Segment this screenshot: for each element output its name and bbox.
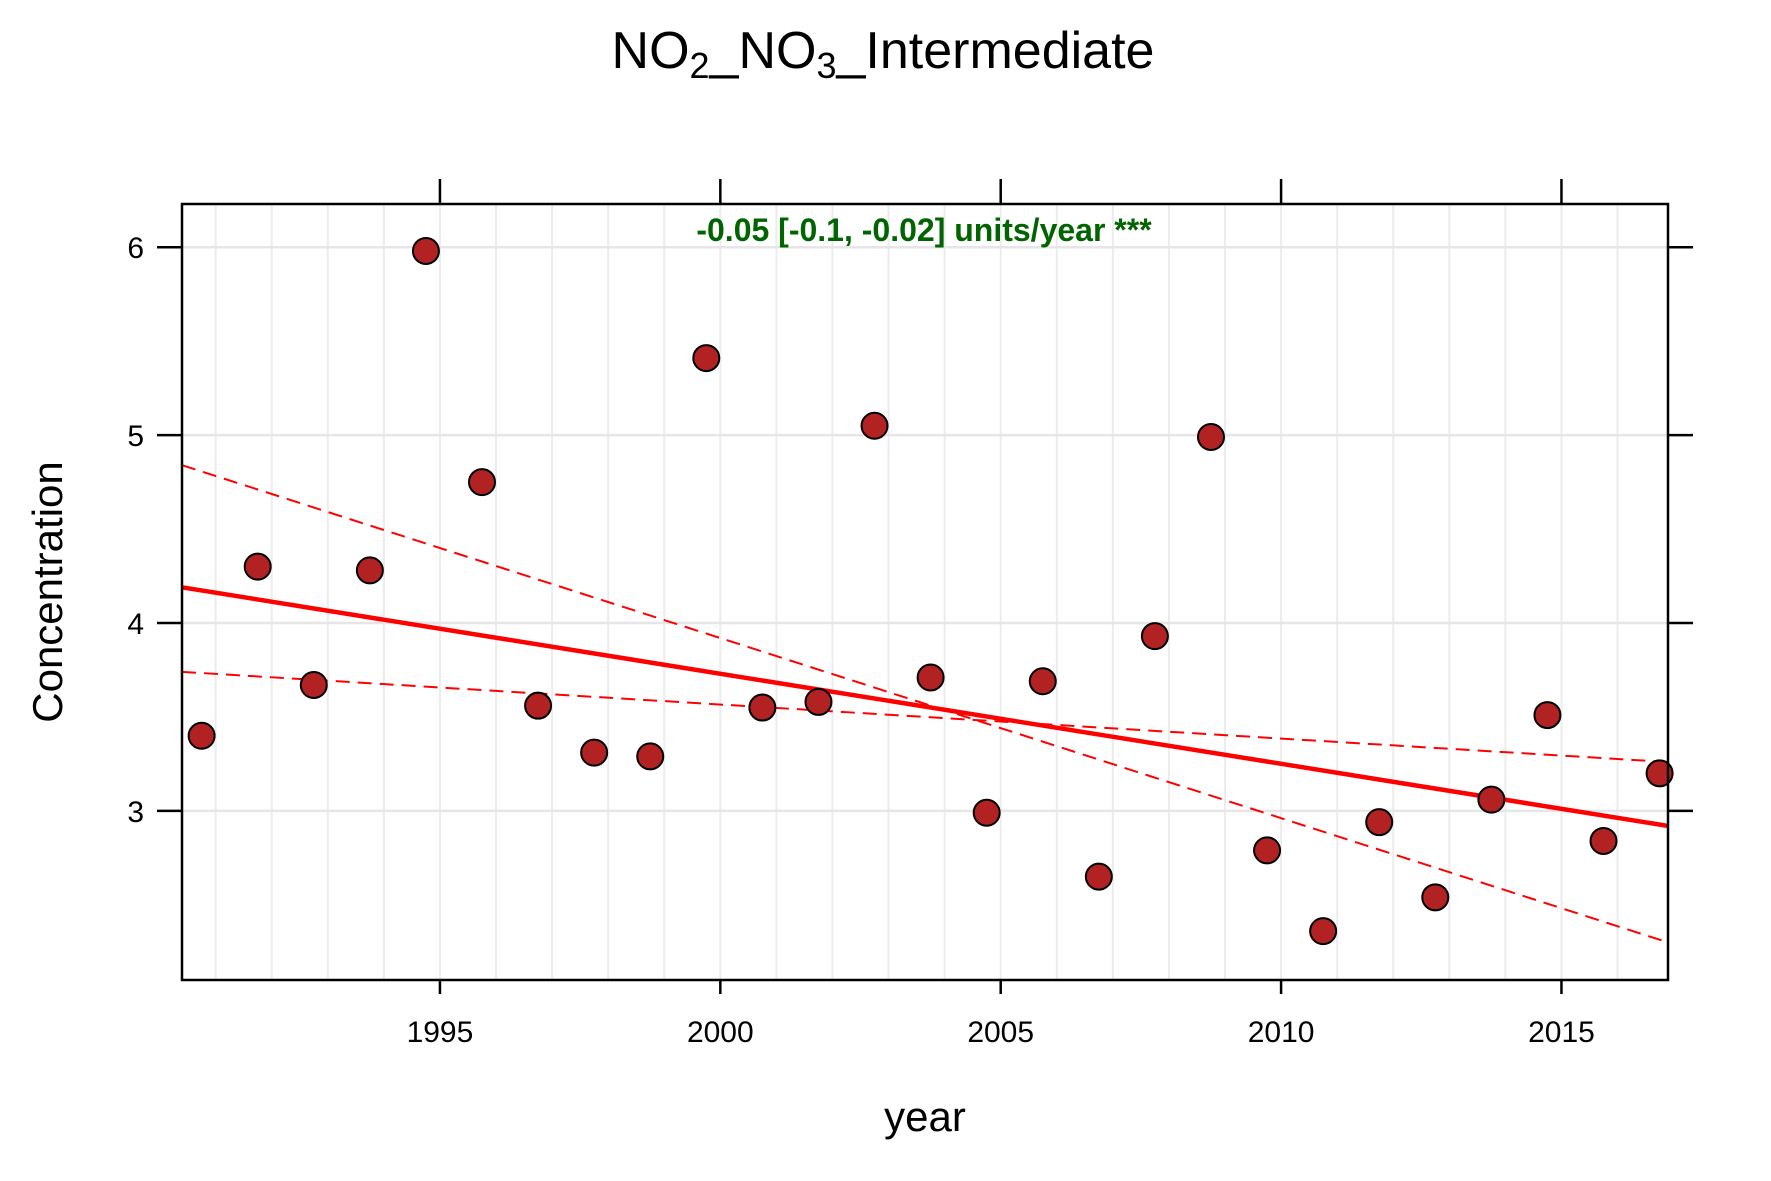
data-point	[1028, 667, 1057, 696]
y-tick-label: 6	[127, 232, 144, 265]
trend-annotation: -0.05 [-0.1, -0.02] units/year ***	[696, 212, 1152, 248]
data-point	[1309, 917, 1338, 946]
y-tick-label: 5	[127, 420, 144, 453]
grid	[182, 204, 1668, 980]
data-point	[411, 236, 440, 265]
y-tick-label: 4	[127, 608, 144, 641]
data-point	[860, 411, 889, 440]
data-point	[748, 693, 777, 722]
y-axis-title: Concentration	[24, 461, 71, 723]
data-point	[1477, 785, 1506, 814]
x-tick-label: 2010	[1248, 1016, 1315, 1049]
confidence-band-line	[181, 464, 1669, 944]
data-point	[468, 468, 497, 497]
x-tick-label: 2005	[967, 1016, 1034, 1049]
data-point	[299, 671, 328, 700]
title-part: NO	[612, 22, 690, 80]
data-point	[187, 721, 216, 750]
x-axis-title: year	[884, 1093, 966, 1140]
data-point	[1140, 622, 1169, 651]
data-point	[916, 663, 945, 692]
confidence-band-line	[181, 670, 1669, 764]
title-part: 3	[816, 45, 836, 86]
data-point	[1253, 836, 1282, 865]
x-tick-label: 2000	[687, 1016, 754, 1049]
data-point	[1084, 862, 1113, 891]
y-tick-label: 3	[127, 796, 144, 829]
data-point	[243, 552, 272, 581]
data-point	[636, 742, 665, 771]
data-points	[187, 236, 1674, 946]
data-point	[1365, 808, 1394, 837]
confidence-bands	[181, 464, 1669, 944]
data-point	[1533, 701, 1562, 730]
data-point	[972, 798, 1001, 827]
x-tick-label: 1995	[407, 1016, 474, 1049]
data-point	[1645, 759, 1674, 788]
axis-ticks: 1995 2000 2005 2010 2015 3 4 5 6	[127, 179, 1693, 1049]
data-point	[524, 691, 553, 720]
data-point	[692, 344, 721, 373]
title-part: _Intermediate	[836, 22, 1155, 80]
data-point	[355, 556, 384, 585]
data-point	[804, 687, 833, 716]
chart-title: NO2_NO3_Intermediate	[612, 22, 1155, 86]
title-part: _NO	[709, 22, 817, 80]
data-point	[1421, 883, 1450, 912]
title-part: 2	[690, 45, 710, 86]
data-point	[580, 738, 609, 767]
data-point	[1196, 422, 1225, 451]
data-point	[1589, 826, 1618, 855]
trend-line	[181, 585, 1669, 829]
x-tick-label: 2015	[1528, 1016, 1595, 1049]
plot-frame	[180, 202, 1670, 982]
